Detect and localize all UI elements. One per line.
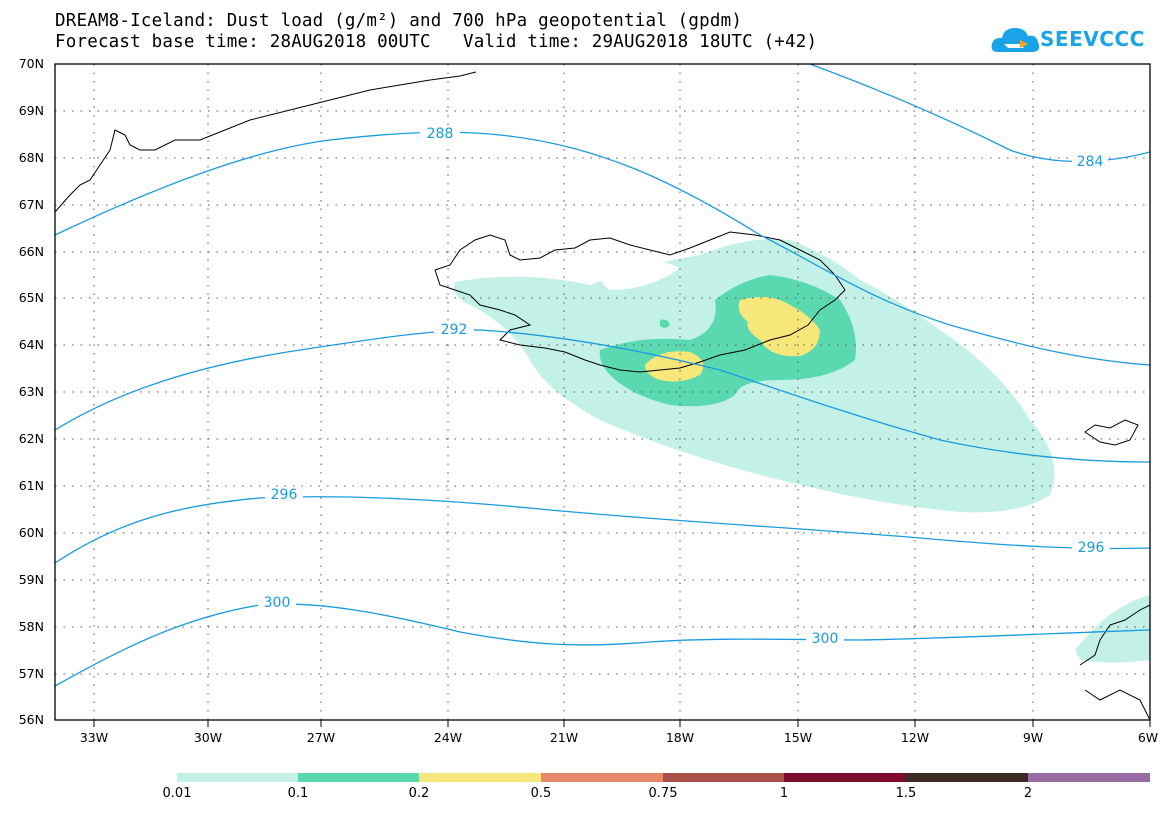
lon-label: 18W bbox=[665, 730, 695, 745]
lon-label: 9W bbox=[1022, 730, 1044, 745]
dust-level-02-east bbox=[738, 296, 820, 357]
colorbar-swatch bbox=[298, 773, 419, 782]
map-frame bbox=[54, 63, 1151, 721]
iceland-coast bbox=[434, 231, 846, 373]
contour-296 bbox=[54, 496, 1151, 564]
contour-300 bbox=[54, 603, 1151, 687]
contour-label-284: 284 bbox=[1072, 154, 1108, 170]
scotland-coast bbox=[1079, 604, 1151, 721]
lat-label: 65N bbox=[18, 290, 44, 305]
logo-text: SEEVCCC bbox=[1040, 27, 1145, 51]
lon-label: 30W bbox=[193, 730, 223, 745]
lon-label: 15W bbox=[783, 730, 813, 745]
lat-label: 58N bbox=[18, 619, 44, 634]
lat-label: 62N bbox=[18, 431, 44, 446]
dust-level-02-west bbox=[645, 351, 704, 382]
lat-label: 59N bbox=[18, 572, 44, 587]
contour-label-300-west: 300 bbox=[258, 595, 296, 611]
colorbar-label: 0.5 bbox=[530, 786, 552, 801]
colorbar-label: 0.1 bbox=[287, 786, 309, 801]
lon-label: 27W bbox=[306, 730, 336, 745]
contour-label-296-east: 296 bbox=[1072, 540, 1110, 556]
lat-label: 64N bbox=[18, 337, 44, 352]
contour-label-300-east: 300 bbox=[806, 631, 844, 647]
lat-label: 63N bbox=[18, 384, 44, 399]
colorbar-label: 0.75 bbox=[648, 786, 678, 801]
colorbar-swatch bbox=[1028, 773, 1150, 782]
lon-label: 21W bbox=[549, 730, 579, 745]
lat-label: 67N bbox=[18, 197, 44, 212]
colorbar-swatch bbox=[906, 773, 1028, 782]
colorbar-swatch bbox=[784, 773, 906, 782]
lon-label: 24W bbox=[433, 730, 463, 745]
dust-load-fill bbox=[454, 239, 1150, 663]
contour-label-288: 288 bbox=[420, 126, 460, 142]
lat-label: 56N bbox=[18, 712, 44, 727]
colorbar-label: 2 bbox=[1023, 786, 1033, 801]
ticks bbox=[93, 720, 1151, 727]
lon-label: 33W bbox=[79, 730, 109, 745]
contour-288 bbox=[54, 131, 1151, 366]
faroe-coast bbox=[1084, 419, 1139, 446]
lat-label: 69N bbox=[18, 103, 44, 118]
contour-label-292: 292 bbox=[434, 322, 474, 338]
colorbar-swatch bbox=[177, 773, 298, 782]
chart-subtitle: Forecast base time: 28AUG2018 00UTC Vali… bbox=[55, 32, 818, 52]
colorbar-label: 0.2 bbox=[408, 786, 430, 801]
colorbar-label: 0.01 bbox=[162, 786, 192, 801]
coastlines bbox=[54, 71, 1151, 721]
lon-label: 12W bbox=[900, 730, 930, 745]
chart-title: DREAM8-Iceland: Dust load (g/m²) and 700… bbox=[55, 11, 743, 31]
lat-label: 66N bbox=[18, 244, 44, 259]
lat-label: 68N bbox=[18, 150, 44, 165]
contour-label-296-west: 296 bbox=[265, 487, 303, 503]
contour-292 bbox=[54, 329, 1151, 463]
greenland-coast bbox=[54, 71, 477, 213]
lat-label: 70N bbox=[18, 56, 44, 71]
lon-label: 6W bbox=[1137, 730, 1159, 745]
dust-level-001-south bbox=[1075, 595, 1150, 663]
colorbar-swatch bbox=[541, 773, 663, 782]
colorbar-swatch bbox=[419, 773, 541, 782]
lat-label: 60N bbox=[18, 525, 44, 540]
colorbar-label: 1.5 bbox=[895, 786, 917, 801]
lat-label: 61N bbox=[18, 478, 44, 493]
lat-label: 57N bbox=[18, 666, 44, 681]
colorbar-swatch bbox=[663, 773, 784, 782]
colorbar-label: 1 bbox=[779, 786, 789, 801]
cloud-icon bbox=[991, 28, 1040, 52]
contour-284 bbox=[809, 63, 1151, 163]
